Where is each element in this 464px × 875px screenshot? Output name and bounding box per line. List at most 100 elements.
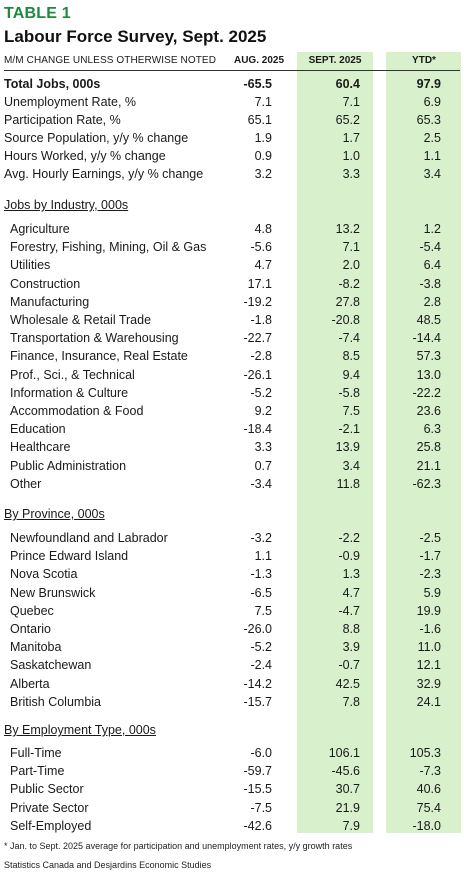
table-row: Avg. Hourly Earnings, y/y % change 3.2 3.3… [0, 165, 464, 183]
sept-value: 27.8 [335, 294, 360, 309]
sept-value: -2.1 [338, 422, 360, 437]
table-row: Construction 17.1 -8.2 -3.8 [0, 275, 464, 293]
row-label: Other [10, 476, 42, 491]
ytd-value: 105.3 [409, 746, 441, 760]
ytd-value: 65.3 [416, 113, 441, 127]
sept-value: 106.1 [328, 746, 360, 760]
table-row: Ontario -26.0 8.8 -1.6 [0, 620, 464, 638]
sept-value: -45.6 [331, 764, 361, 779]
ytd-value: 5.9 [423, 585, 441, 600]
header-divider [4, 70, 460, 71]
ytd-value: 24.1 [416, 694, 441, 709]
ytd-value: 1.2 [423, 222, 441, 236]
ytd-value: -14.4 [412, 331, 442, 346]
ytd-value: 2.8 [423, 294, 441, 309]
table-row: Agriculture 4.8 13.2 1.2 [0, 220, 464, 238]
aug-value: -26.1 [243, 367, 273, 382]
ytd-value: 32.9 [416, 676, 441, 691]
ytd-value: -18.0 [412, 818, 442, 833]
section-title: Jobs by Industry, 000s [4, 198, 129, 212]
row-label: Healthcare [10, 440, 71, 455]
ytd-value: 75.4 [416, 800, 441, 815]
table-row: Manufacturing -19.2 27.8 2.8 [0, 293, 464, 311]
table-row: Prince Edward Island 1.1 -0.9 -1.7 [0, 547, 464, 565]
aug-value: 3.2 [254, 167, 272, 181]
ytd-value: -22.2 [412, 385, 442, 400]
header-sept: SEPT. 2025 [308, 55, 362, 66]
table-row: New Brunswick -6.5 4.7 5.9 [0, 584, 464, 602]
ytd-value: 21.1 [416, 458, 441, 473]
sept-value: 65.2 [335, 113, 360, 127]
sept-value: 7.9 [342, 818, 360, 833]
aug-value: -6.5 [250, 585, 272, 600]
aug-value: -19.2 [243, 294, 273, 309]
ytd-value: 25.8 [416, 440, 441, 455]
row-label: Finance, Insurance, Real Estate [10, 349, 188, 364]
row-label: Manufacturing [10, 294, 90, 309]
aug-value: -59.7 [243, 764, 273, 779]
table-row: Unemployment Rate, % 7.1 7.1 6.9 [0, 93, 464, 111]
aug-value: -3.4 [250, 476, 272, 491]
aug-value: -22.7 [243, 331, 273, 346]
sept-value: -7.4 [338, 331, 360, 346]
table-row: Accommodation & Food 9.2 7.5 23.6 [0, 402, 464, 420]
sept-value: 2.0 [342, 258, 360, 273]
row-label: Accommodation & Food [10, 404, 144, 418]
table-row: Healthcare 3.3 13.9 25.8 [0, 438, 464, 456]
row-label: Manitoba [10, 640, 62, 655]
aug-value: -2.8 [250, 349, 272, 364]
sept-value: -0.7 [338, 658, 360, 673]
row-label: Public Sector [10, 782, 84, 797]
aug-value: 9.2 [254, 404, 272, 418]
aug-value: 17.1 [247, 276, 272, 291]
row-label: Prof., Sci., & Technical [10, 367, 135, 382]
sept-value: 9.4 [342, 367, 360, 382]
row-label: Quebec [10, 603, 54, 618]
ytd-value: 57.3 [416, 349, 441, 364]
aug-value: -1.3 [250, 567, 272, 582]
sept-value: 21.9 [335, 800, 360, 815]
sept-column-shade [297, 52, 373, 833]
sept-value: -0.9 [338, 549, 360, 564]
table-row: Source Population, y/y % change 1.9 1.7 2.5 [0, 129, 464, 147]
ytd-value: 6.3 [423, 422, 441, 437]
aug-value: 7.1 [254, 95, 272, 109]
row-label: Saskatchewan [10, 658, 92, 673]
sept-value: 7.1 [342, 240, 360, 255]
sept-value: -20.8 [331, 313, 361, 327]
table-row: Newfoundland and Labrador -3.2 -2.2 -2.5 [0, 529, 464, 547]
table-row: Finance, Insurance, Real Estate -2.8 8.5 57… [0, 347, 464, 365]
sept-value: 60.4 [335, 77, 360, 91]
aug-value: -26.0 [243, 622, 273, 636]
ytd-value: 40.6 [416, 782, 441, 797]
row-label: Wholesale & Retail Trade [10, 313, 152, 327]
table-row: Information & Culture -5.2 -5.8 -22.2 [0, 384, 464, 402]
ytd-value: -1.6 [419, 622, 441, 636]
table-row: Hours Worked, y/y % change 0.9 1.0 1.1 [0, 147, 464, 165]
row-label: Avg. Hourly Earnings, y/y % change [4, 167, 204, 181]
table-row: Part-Time -59.7 -45.6 -7.3 [0, 762, 464, 780]
row-label: Ontario [10, 622, 51, 636]
row-label: Part-Time [10, 764, 65, 779]
row-label: Newfoundland and Labrador [10, 531, 168, 545]
table-row: Total Jobs, 000s -65.5 60.4 97.9 [0, 75, 464, 93]
ytd-value: 97.9 [416, 77, 441, 91]
row-label: Full-Time [10, 746, 62, 760]
table-row: Wholesale & Retail Trade -1.8 -20.8 48.5 [0, 311, 464, 329]
aug-value: -1.8 [250, 313, 272, 327]
table-row: Nova Scotia -1.3 1.3 -2.3 [0, 565, 464, 583]
sept-value: 7.5 [342, 404, 360, 418]
row-label: Self-Employed [10, 818, 92, 833]
sept-value: 1.0 [342, 149, 360, 163]
row-label: Total Jobs, 000s [4, 77, 101, 91]
header-aug: AUG. 2025 [233, 55, 285, 66]
row-label: Alberta [10, 676, 50, 691]
aug-value: 4.8 [254, 222, 272, 236]
aug-value: -5.2 [250, 640, 272, 655]
row-label: Unemployment Rate, % [4, 95, 137, 109]
table-row: Public Administration 0.7 3.4 21.1 [0, 457, 464, 475]
ytd-value: 23.6 [416, 404, 441, 418]
aug-value: -6.0 [250, 746, 272, 760]
row-label: British Columbia [10, 694, 102, 709]
ytd-value: 11.0 [417, 640, 441, 655]
